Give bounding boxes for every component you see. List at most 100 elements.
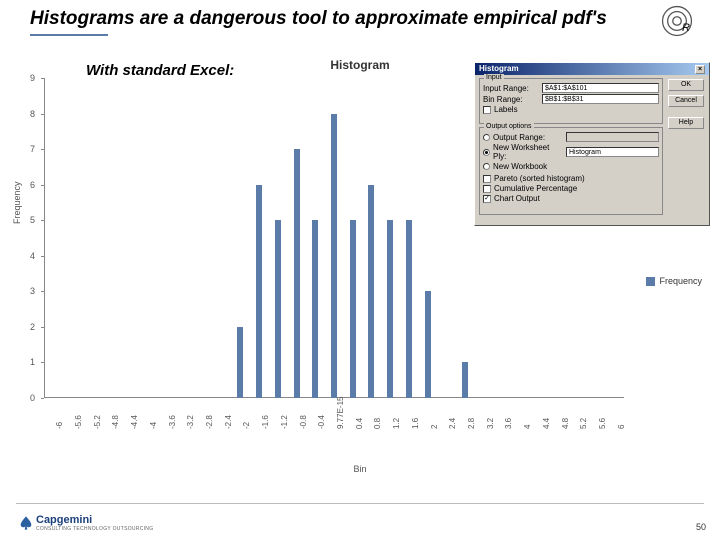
ytick-mark xyxy=(41,185,44,186)
ytick-mark xyxy=(41,398,44,399)
ytick-mark xyxy=(41,291,44,292)
xtick: 1.2 xyxy=(392,418,401,429)
xtick: -5.6 xyxy=(74,415,83,429)
xtick: 6 xyxy=(617,425,626,429)
ytick: 6 xyxy=(30,180,35,190)
output-range-field[interactable] xyxy=(566,132,659,142)
ytick: 5 xyxy=(30,215,35,225)
bar xyxy=(350,220,356,398)
xtick: 0.4 xyxy=(355,418,364,429)
page-number: 50 xyxy=(696,522,706,532)
xtick: -2.8 xyxy=(205,415,214,429)
cancel-button[interactable]: Cancel xyxy=(668,95,704,107)
xtick: -1.6 xyxy=(261,415,270,429)
ytick-mark xyxy=(41,78,44,79)
footer-brand: Capgemini xyxy=(36,514,153,526)
slide-title: Histograms are a dangerous tool to appro… xyxy=(30,8,607,30)
xtick: -5.2 xyxy=(93,415,102,429)
xtick: -3.2 xyxy=(186,415,195,429)
chart-output-checkbox[interactable]: ✓ xyxy=(483,195,491,203)
xtick: 4.4 xyxy=(542,418,551,429)
cumulative-label: Cumulative Percentage xyxy=(494,184,577,193)
ytick: 8 xyxy=(30,109,35,119)
ytick-mark xyxy=(41,256,44,257)
title-underline xyxy=(30,34,108,36)
ytick: 3 xyxy=(30,286,35,296)
chart-output-label: Chart Output xyxy=(494,194,540,203)
xtick: 4.8 xyxy=(561,418,570,429)
xtick: 2.8 xyxy=(467,418,476,429)
legend-swatch-icon xyxy=(646,277,655,286)
dialog-titlebar[interactable]: Histogram × xyxy=(475,63,709,75)
xtick: 5.2 xyxy=(579,418,588,429)
help-button[interactable]: Help xyxy=(668,117,704,129)
input-range-label: Input Range: xyxy=(483,84,539,93)
output-range-radio[interactable] xyxy=(483,134,490,141)
logo-letter: R xyxy=(682,22,690,34)
new-wb-label: New Workbook xyxy=(493,162,547,171)
input-range-field[interactable]: $A$1:$A$101 xyxy=(542,83,659,93)
ytick: 1 xyxy=(30,357,35,367)
ytick: 2 xyxy=(30,322,35,332)
new-ws-label: New Worksheet Ply: xyxy=(493,143,563,161)
output-range-label: Output Range: xyxy=(493,133,563,142)
new-ws-field[interactable]: Histogram xyxy=(566,147,659,157)
chart-ylabel: Frequency xyxy=(12,181,22,224)
chart-xlabel: Bin xyxy=(353,464,366,474)
xtick: -1.2 xyxy=(280,415,289,429)
ytick: 0 xyxy=(30,393,35,403)
xtick: -6 xyxy=(55,422,64,429)
bar xyxy=(312,220,318,398)
xtick: 1.6 xyxy=(411,418,420,429)
bar xyxy=(462,362,468,398)
bar xyxy=(331,114,337,398)
bar xyxy=(237,327,243,398)
xtick: -4.4 xyxy=(130,415,139,429)
bin-range-field[interactable]: $B$1:$B$31 xyxy=(542,94,659,104)
dialog-output-section-label: Output options xyxy=(484,123,534,130)
xtick: 2.4 xyxy=(448,418,457,429)
labels-checkbox-label: Labels xyxy=(494,105,518,114)
dialog-body: OK Cancel Help Input Input Range: $A$1:$… xyxy=(475,75,709,225)
xtick: -2 xyxy=(242,422,251,429)
ytick-mark xyxy=(41,220,44,221)
legend-label: Frequency xyxy=(659,276,702,286)
xtick: -4.8 xyxy=(111,415,120,429)
ytick-mark xyxy=(41,327,44,328)
pareto-checkbox[interactable] xyxy=(483,175,491,183)
dialog-output-section: Output options Output Range: New Workshe… xyxy=(479,127,663,215)
xtick: -0.8 xyxy=(299,415,308,429)
bar xyxy=(275,220,281,398)
xtick: -0.4 xyxy=(317,415,326,429)
dialog-title-text: Histogram xyxy=(479,64,519,74)
xtick: 3.6 xyxy=(504,418,513,429)
ytick-mark xyxy=(41,114,44,115)
bar xyxy=(406,220,412,398)
ytick: 7 xyxy=(30,144,35,154)
ytick-mark xyxy=(41,149,44,150)
chart-title: Histogram xyxy=(330,58,389,72)
pareto-label: Pareto (sorted histogram) xyxy=(494,174,585,183)
new-ws-radio[interactable] xyxy=(483,149,490,156)
new-wb-radio[interactable] xyxy=(483,163,490,170)
xtick: 0.8 xyxy=(373,418,382,429)
close-icon[interactable]: × xyxy=(695,65,705,74)
xtick: 4 xyxy=(523,425,532,429)
ytick: 4 xyxy=(30,251,35,261)
xtick: -2.4 xyxy=(224,415,233,429)
xtick: -4 xyxy=(149,422,158,429)
footer-tagline: CONSULTING TECHNOLOGY OUTSOURCING xyxy=(36,526,153,532)
ytick: 9 xyxy=(30,73,35,83)
dialog-input-section-label: Input xyxy=(484,74,504,81)
footer-logo: Capgemini CONSULTING TECHNOLOGY OUTSOURC… xyxy=(18,514,153,532)
labels-checkbox[interactable] xyxy=(483,106,491,114)
chart-legend: Frequency xyxy=(646,276,702,286)
ytick-mark xyxy=(41,362,44,363)
ok-button[interactable]: OK xyxy=(668,79,704,91)
bar xyxy=(256,185,262,398)
xtick: -3.6 xyxy=(168,415,177,429)
histogram-dialog: Histogram × OK Cancel Help Input Input R… xyxy=(474,62,710,226)
cumulative-checkbox[interactable] xyxy=(483,185,491,193)
xtick: 2 xyxy=(430,425,439,429)
dialog-input-section: Input Input Range: $A$1:$A$101 Bin Range… xyxy=(479,78,663,124)
